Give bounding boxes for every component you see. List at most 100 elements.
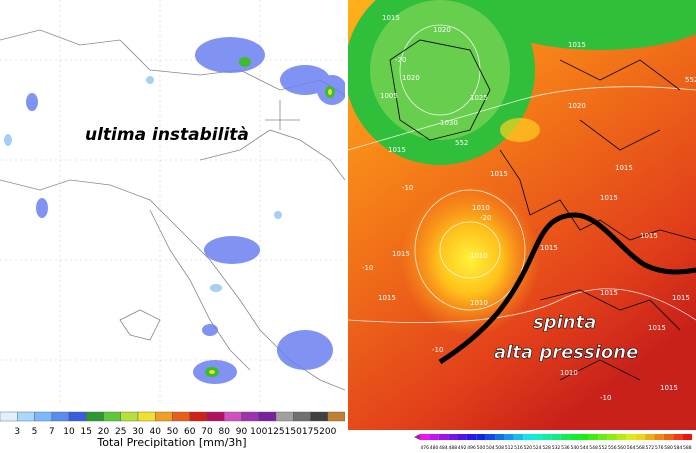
colorbar-swatch <box>598 434 608 440</box>
legend-swatch <box>189 411 208 422</box>
colorbar-swatch <box>420 434 430 440</box>
legend-label: 40 <box>150 427 162 437</box>
legend-swatch <box>275 411 294 422</box>
isobar-label: 1010 <box>470 299 488 307</box>
colorbar-swatch <box>541 434 552 440</box>
legend-swatch <box>51 411 70 422</box>
legend-swatch <box>86 411 104 422</box>
colorbar-swatch <box>429 434 439 440</box>
colorbar-label: 532 <box>552 445 561 451</box>
colorbar-swatch <box>635 434 646 440</box>
legend-label: 60 <box>184 427 196 437</box>
colorbar-swatch <box>476 434 486 440</box>
legend-swatch <box>0 411 18 422</box>
colorbar-swatch <box>645 434 655 440</box>
colorbar-label: 516 <box>514 445 523 451</box>
legend-label: 15 <box>81 427 92 437</box>
legend-label: 80 <box>219 427 231 437</box>
isobar-label: 1015 <box>600 289 618 297</box>
colorbar-swatch <box>523 434 533 440</box>
legend-title: Total Precipitation [mm/3h] <box>96 436 246 449</box>
contour-label: 552 <box>685 76 696 84</box>
isobar-label: 1010 <box>470 252 488 260</box>
legend-swatch <box>172 411 190 422</box>
legend-swatch <box>206 411 225 422</box>
isobar-label: 1015 <box>568 41 586 49</box>
colorbar-swatch <box>438 434 449 440</box>
legend-label: 7 <box>49 427 55 437</box>
isobar-label: 1015 <box>490 170 508 178</box>
colorbar-label: 528 <box>542 445 551 451</box>
colorbar-label: 560 <box>617 445 626 451</box>
legend-label: 50 <box>167 427 179 437</box>
isobar-label: 1010 <box>560 369 578 377</box>
isobar-label: 1020 <box>568 102 586 110</box>
legend-swatch <box>293 411 311 422</box>
colorbar-swatch <box>588 434 599 440</box>
colorbar-swatch <box>466 434 477 440</box>
isobar-label: 1015 <box>640 232 658 240</box>
colorbar-label: 564 <box>627 445 636 451</box>
colorbar-swatch <box>457 434 467 440</box>
legend-label: 90 <box>236 427 248 437</box>
contour-label: -10 <box>362 264 373 272</box>
colorbar-label: 512 <box>505 445 514 451</box>
legend-label: 30 <box>132 427 144 437</box>
legend-swatch <box>241 411 259 422</box>
isobar-label: 1015 <box>392 250 410 258</box>
isobar-label: 1015 <box>648 324 666 332</box>
isobar-label: 1010 <box>472 204 490 212</box>
colorbar-label: 580 <box>664 445 673 451</box>
legend-label: 175 <box>302 427 319 437</box>
colorbar-label: 508 <box>495 445 504 451</box>
annotation: ultima instabilità <box>85 125 249 145</box>
legend-label: 20 <box>98 427 110 437</box>
colorbar-swatch <box>673 434 683 440</box>
colorbar-label: 536 <box>561 445 570 451</box>
legend-swatch <box>155 411 173 422</box>
colorbar-swatch <box>579 434 589 440</box>
colorbar-label: 476 <box>420 445 429 451</box>
colorbar-label: 504 <box>486 445 495 451</box>
contour-label: -10 <box>402 184 413 192</box>
annotation: spinta <box>533 312 596 333</box>
colorbar-label: 480 <box>430 445 439 451</box>
isobar-label: 1005 <box>380 92 398 100</box>
colorbar-label: 568 <box>636 445 645 451</box>
colorbar-label: 556 <box>608 445 617 451</box>
legend-swatch <box>34 411 52 422</box>
isobar-label: 1015 <box>600 194 618 202</box>
contour-label: -10 <box>600 394 611 402</box>
colorbar-label: 488 <box>449 445 458 451</box>
colorbar-label: 524 <box>533 445 542 451</box>
legend-label: 200 <box>319 427 336 437</box>
legend-swatch <box>17 411 35 422</box>
colorbar-label: 500 <box>477 445 486 451</box>
annotation: alta pressione <box>494 342 638 363</box>
isobar-label: 1025 <box>470 94 488 102</box>
colorbar-label: 540 <box>570 445 579 451</box>
contour-label: -10 <box>432 346 443 354</box>
colorbar-label: 576 <box>655 445 664 451</box>
colorbar-swatch <box>607 434 617 440</box>
isobar-label: 1015 <box>378 294 396 302</box>
colorbar-swatch <box>495 434 505 440</box>
legend-swatch <box>120 411 139 422</box>
colorbar-label: 588 <box>683 445 692 451</box>
legend-swatch <box>258 411 277 422</box>
isobar-label: 1020 <box>433 26 451 34</box>
isobar-label: 1015 <box>540 244 558 252</box>
legend-swatch <box>137 411 156 422</box>
colorbar-swatch <box>654 434 664 440</box>
colorbar-label: 484 <box>439 445 448 451</box>
colorbar-arrow <box>414 434 420 440</box>
legend-label: 150 <box>285 427 302 437</box>
pressure-map: 1015 1020 1015 1010 1005 1020 1025 1030 1015 1015… <box>348 0 696 430</box>
legend-label: 100 <box>250 427 267 437</box>
legend-swatch <box>310 411 328 422</box>
colorbar-swatch <box>663 434 674 440</box>
colorbar-label: 572 <box>645 445 654 451</box>
legend-label: 10 <box>63 427 75 437</box>
precip-legend: 3 5 7 10 15 20 25 30 40 50 60 70 80 90 100 125 150 175 200 <box>0 411 346 437</box>
